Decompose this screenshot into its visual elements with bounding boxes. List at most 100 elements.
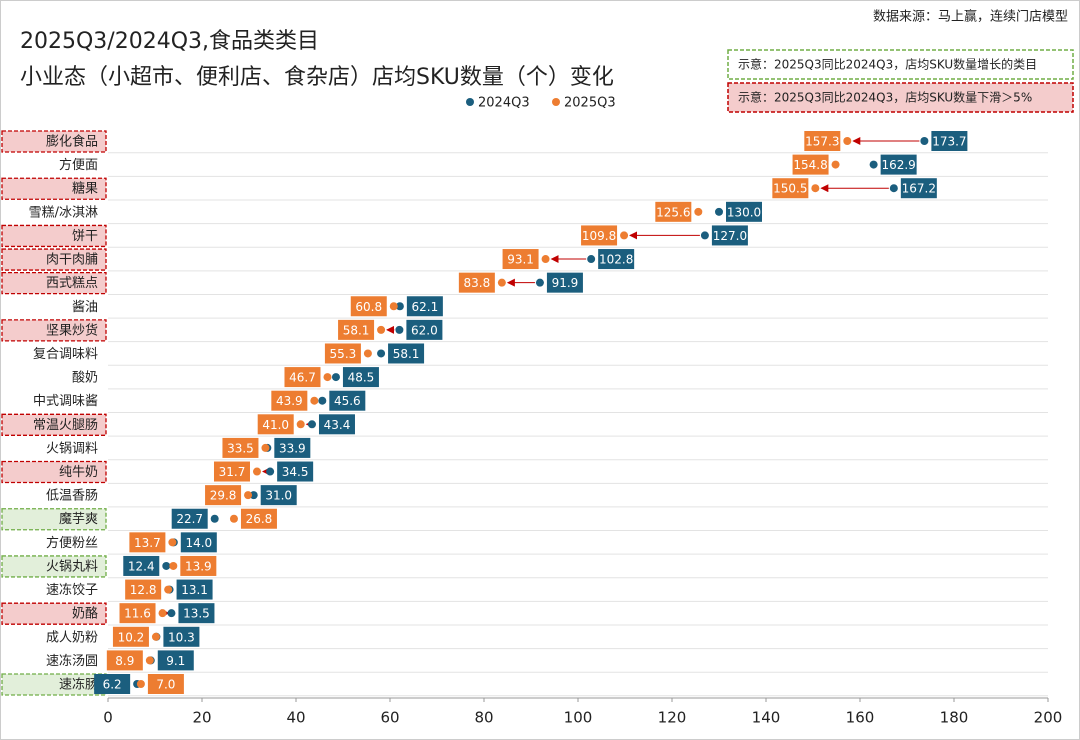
value-label: 13.1 <box>181 583 208 597</box>
legend-label: 2025Q3 <box>564 96 616 111</box>
dot <box>889 184 898 193</box>
value-label: 8.9 <box>115 654 134 668</box>
x-tick-label: 80 <box>474 709 493 727</box>
legend-label: 2024Q3 <box>478 96 530 111</box>
y-tick-label: 糖果 <box>72 181 98 197</box>
value-label: 31.0 <box>265 489 292 503</box>
y-tick-label: 雪糕/冰淇淋 <box>29 205 98 220</box>
x-tick-label: 160 <box>846 709 875 727</box>
value-label: 93.1 <box>507 253 534 267</box>
value-label: 6.2 <box>103 678 122 692</box>
value-label-box <box>163 626 200 647</box>
dot <box>331 373 340 382</box>
value-label-box <box>125 579 162 600</box>
dot <box>296 420 305 429</box>
dot <box>700 231 709 240</box>
dot <box>694 207 703 216</box>
dot <box>261 443 270 452</box>
value-label: 13.7 <box>134 536 161 550</box>
value-label: 58.1 <box>393 347 420 361</box>
value-label-box <box>406 319 443 340</box>
value-label: 150.5 <box>773 182 807 196</box>
dot <box>158 609 167 618</box>
dot <box>249 491 258 500</box>
dot <box>162 561 171 570</box>
y-tick-label: 坚果炒货 <box>46 322 98 338</box>
value-label: 10.3 <box>168 630 195 644</box>
y-tick-label: 方便面 <box>59 157 98 173</box>
value-label: 31.7 <box>219 465 246 479</box>
value-label-box <box>880 154 917 175</box>
highlight-legend-label: 示意：2025Q3同比2024Q3，店均SKU数量下滑＞5% <box>738 90 1032 105</box>
value-label: 29.8 <box>210 489 237 503</box>
dot <box>323 373 332 382</box>
x-tick-label: 120 <box>658 709 687 727</box>
legend-marker <box>552 98 560 106</box>
dot <box>210 514 219 523</box>
value-label-box <box>338 319 375 340</box>
dot <box>811 184 820 193</box>
category-highlight <box>1 555 107 578</box>
dot <box>167 609 176 618</box>
category-highlight <box>1 319 107 342</box>
value-label-box <box>260 485 297 506</box>
value-label-box <box>772 178 809 199</box>
value-label: 102.8 <box>599 253 633 267</box>
x-tick-label: 60 <box>380 709 399 727</box>
value-label-box <box>171 508 208 529</box>
dot <box>169 561 178 570</box>
category-highlight <box>1 460 107 484</box>
value-label-box <box>222 437 259 458</box>
value-label: 10.2 <box>118 630 145 644</box>
value-label: 109.8 <box>582 229 616 243</box>
dot <box>869 160 878 169</box>
dot <box>843 137 852 145</box>
highlight-legend-box <box>727 49 1074 80</box>
y-tick-label: 复合调味料 <box>33 347 98 362</box>
category-highlight <box>1 130 107 153</box>
dot <box>244 491 253 500</box>
dot <box>587 255 596 264</box>
value-label: 13.5 <box>183 607 210 621</box>
y-tick-label: 火锅丸料 <box>46 558 98 574</box>
y-tick-label: 速冻汤圆 <box>46 653 98 669</box>
category-highlight <box>1 224 107 248</box>
value-label: 55.3 <box>330 347 357 361</box>
value-label-box <box>178 603 215 624</box>
dot <box>389 302 398 311</box>
highlight-legend-label: 示意：2025Q3同比2024Q3，店均SKU数量增长的类目 <box>738 57 1037 72</box>
value-label-box <box>329 390 366 411</box>
value-label-box <box>342 367 379 388</box>
value-label: 127.0 <box>713 229 747 243</box>
value-label: 14.0 <box>185 536 212 550</box>
value-label: 43.4 <box>324 418 351 432</box>
x-tick-label: 40 <box>286 709 305 727</box>
value-label: 62.0 <box>411 323 438 337</box>
dot <box>541 255 550 264</box>
dot <box>307 420 316 429</box>
dot <box>145 656 154 665</box>
y-tick-label: 魔芋爽 <box>59 512 98 527</box>
dot <box>310 396 319 405</box>
value-label-box <box>94 674 131 694</box>
value-label-box <box>123 555 160 576</box>
value-label-box <box>274 437 311 458</box>
y-tick-label: 方便粉丝 <box>46 535 98 551</box>
value-label-box <box>205 485 242 506</box>
y-tick-label: 速冻饺子 <box>46 582 98 598</box>
value-label: 9.1 <box>166 654 185 668</box>
value-label: 41.0 <box>262 418 289 432</box>
dot <box>168 538 177 547</box>
dot <box>164 585 173 594</box>
value-label-box <box>318 414 355 435</box>
value-label: 125.6 <box>656 205 690 219</box>
value-label: 91.9 <box>552 276 579 290</box>
dot <box>620 231 629 240</box>
value-label-box <box>147 674 184 694</box>
dot <box>831 160 840 169</box>
category-highlight <box>1 272 107 295</box>
dot <box>377 325 386 334</box>
y-tick-label: 火锅调料 <box>46 440 98 456</box>
value-label-box <box>350 296 387 317</box>
value-label-box <box>726 201 762 222</box>
